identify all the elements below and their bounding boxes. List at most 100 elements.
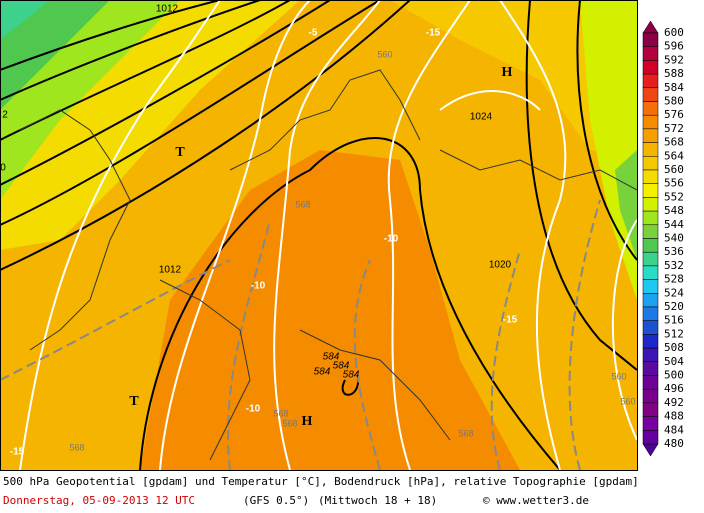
colorbar-swatch [642, 238, 659, 253]
footer: 500 hPa Geopotential [gpdam] und Tempera… [3, 475, 639, 507]
colorbar-swatch [642, 114, 659, 130]
colorbar-swatch [642, 265, 659, 280]
colorbar-swatch [642, 334, 659, 349]
colorbar-label: 540 [664, 232, 684, 245]
colorbar-label: 560 [664, 163, 684, 176]
low-pressure-marker: T [129, 394, 139, 409]
colorbar-swatch [642, 60, 659, 75]
isotherms [19, 0, 638, 471]
temperature-label: -10 [246, 404, 261, 415]
topography-label: 560 [611, 371, 626, 381]
colorbar-swatch [642, 87, 659, 102]
date: Donnerstag, 05-09-2013 12 UTC [3, 494, 195, 507]
pressure-label: 1012 [159, 265, 182, 276]
colorbar-cap [642, 20, 659, 34]
run: (Mittwoch 18 + 18) [318, 494, 437, 507]
colorbar-label: 488 [664, 410, 684, 423]
pressure-label: 0 [0, 163, 6, 174]
colorbar-label: 576 [664, 108, 684, 121]
colorbar-swatch [642, 224, 659, 239]
geopotential-label: 584 [314, 367, 331, 378]
colorbar-cap [642, 443, 659, 457]
pressure-label: 1012 [156, 4, 179, 15]
colorbar-label: 480 [664, 437, 684, 450]
colorbar-swatch [642, 73, 659, 89]
colorbar-swatch [642, 251, 659, 267]
high-pressure-marker: H [502, 65, 513, 80]
colorbar-label: 596 [664, 40, 684, 53]
colorbar-label: 572 [664, 122, 684, 135]
colorbar-label: 504 [664, 355, 684, 368]
colorbar-label: 564 [664, 149, 684, 162]
colorbar-label: 552 [664, 190, 684, 203]
geopotential-label: 584 [343, 370, 360, 381]
colorbar-label: 512 [664, 327, 684, 340]
colorbar-swatch [642, 347, 659, 363]
colorbar-label: 528 [664, 273, 684, 286]
colorbar-label: 520 [664, 300, 684, 313]
colorbar-swatch [642, 306, 659, 321]
pressure-label: 1020 [489, 260, 512, 271]
colorbar-label: 492 [664, 396, 684, 409]
colorbar-label: 516 [664, 314, 684, 327]
topography-label: 560 [377, 49, 392, 59]
topography-lines [0, 199, 601, 471]
colorbar-swatch [642, 210, 659, 226]
colorbar-label: 584 [664, 81, 684, 94]
topography-label: 568 [282, 418, 297, 428]
geopotential-label: 584 [323, 352, 340, 363]
colorbar-label: 536 [664, 245, 684, 258]
colorbar-label: 544 [664, 218, 684, 231]
colorbar-label: 568 [664, 136, 684, 149]
colorbar-swatch [642, 375, 659, 390]
colorbar-swatch [642, 279, 659, 294]
colorbar-swatch [642, 293, 659, 308]
coastlines [19, 69, 638, 461]
topography-label: 568 [295, 199, 310, 209]
colorbar-swatch [642, 32, 659, 47]
colorbar-swatch [642, 402, 659, 417]
colorbar-swatch [642, 156, 659, 171]
colorbar-label: 548 [664, 204, 684, 217]
temperature-label: -15 [426, 28, 441, 39]
map: 1012 -5 -15 560 H 1024 T 2 0 568 1012 -1… [0, 0, 638, 471]
colorbar-label: 524 [664, 286, 684, 299]
colorbar-swatch [642, 430, 659, 445]
field-zone [580, 0, 637, 300]
colorbar-label: 496 [664, 382, 684, 395]
temperature-label: -15 [10, 447, 25, 458]
field-zone [0, 0, 637, 160]
temperature-label: -10 [251, 281, 266, 292]
colorbar-label: 484 [664, 423, 684, 436]
model: (GFS 0.5°) [243, 494, 309, 507]
colorbar-label: 508 [664, 341, 684, 354]
colorbar-swatch [642, 101, 659, 116]
colorbar-label: 556 [664, 177, 684, 190]
colorbar-label: 532 [664, 259, 684, 272]
topography-label: 568 [69, 442, 84, 452]
colorbar-label: 600 [664, 26, 684, 39]
field-zone [615, 150, 637, 260]
map-labels: 1012 -5 -15 560 H 1024 T 2 0 568 1012 -1… [0, 4, 635, 458]
colorbar-swatch [642, 169, 659, 184]
topography-label: 568 [273, 408, 288, 418]
pressure-label: 2 [2, 110, 8, 121]
colorbar-swatch [642, 197, 659, 212]
colorbar-label: 592 [664, 53, 684, 66]
copyright: © www.wetter3.de [483, 494, 589, 507]
topography-label: 568 [458, 428, 473, 438]
temperature-label: -10 [384, 234, 399, 245]
pressure-label: 1024 [470, 112, 493, 123]
description: 500 hPa Geopotential [gpdam] und Tempera… [3, 475, 639, 488]
field-zone [0, 0, 110, 110]
colorbar-swatch [642, 46, 659, 61]
colorbar-swatch [642, 320, 659, 335]
colorbar-label: 500 [664, 369, 684, 382]
colorbar: 6005965925885845805765725685645605565525… [642, 20, 684, 457]
colorbar-label: 580 [664, 95, 684, 108]
field-zone [0, 0, 50, 40]
temperature-label: -5 [309, 28, 318, 39]
colorbar-label: 588 [664, 67, 684, 80]
high-pressure-marker: H [302, 414, 313, 429]
temperature-label: -15 [503, 315, 518, 326]
